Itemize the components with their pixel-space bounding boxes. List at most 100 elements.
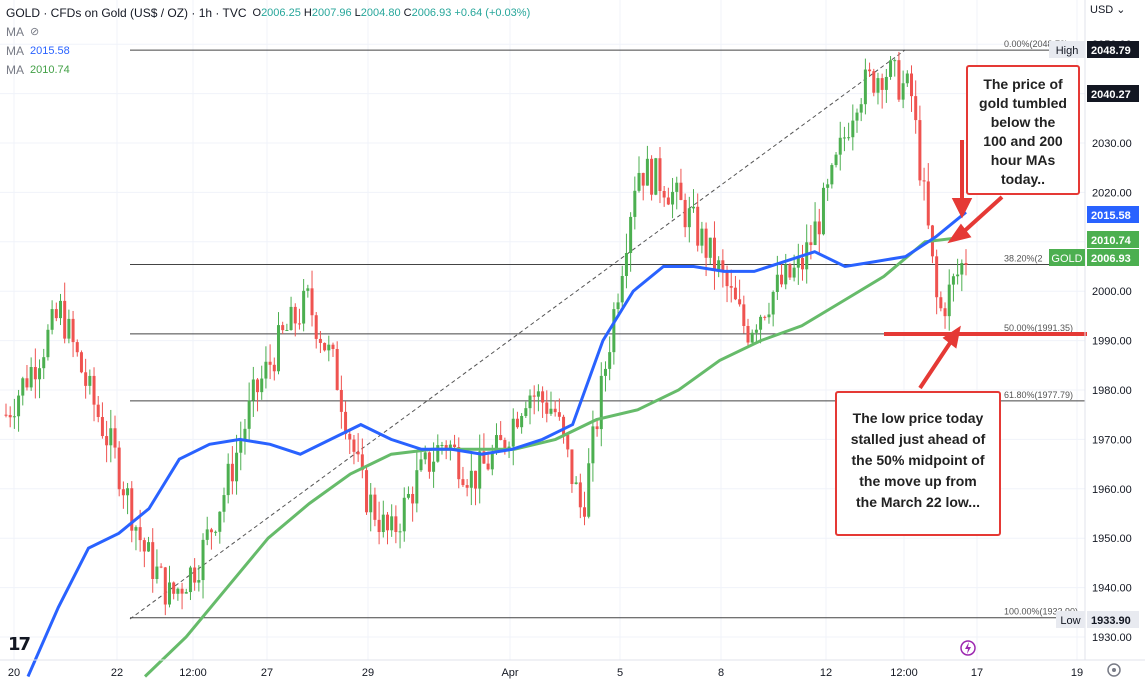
- ma-indicator-1[interactable]: MA: [6, 44, 24, 58]
- candle-body: [63, 300, 67, 339]
- candle-body: [629, 216, 633, 253]
- candle-body: [608, 352, 612, 369]
- candle-body: [834, 154, 838, 166]
- candle-body: [415, 470, 419, 504]
- candle-body: [188, 567, 192, 593]
- candle-body: [38, 368, 42, 380]
- price-axis[interactable]: 1930.00 1940.00 1950.00 1960.00 1970.00 1980.…: [1092, 39, 1132, 644]
- candle-body: [809, 242, 813, 246]
- candle-body: [767, 314, 771, 318]
- candle-body: [813, 221, 817, 246]
- candle-body: [641, 172, 645, 186]
- x-tick-label: Apr: [501, 667, 518, 679]
- svg-text:Low: Low: [1060, 615, 1080, 627]
- candle-body: [742, 304, 746, 326]
- candle-body: [440, 445, 444, 447]
- candle-body: [910, 73, 914, 97]
- candle-body: [637, 172, 641, 191]
- candle-body: [528, 395, 532, 409]
- candle-body: [612, 309, 616, 353]
- ohlc-readout: O2006.25 H2007.96 L2004.80 C2006.93 +0.6…: [252, 7, 531, 19]
- candle-body: [205, 529, 209, 540]
- candle-body: [826, 184, 830, 188]
- price-tag: 2010.74: [1087, 231, 1139, 248]
- y-tick-label: 1930.00: [1092, 632, 1132, 644]
- price-tag: High 2048.79: [1049, 41, 1139, 58]
- settings-icon[interactable]: [1107, 663, 1121, 677]
- candle-body: [486, 463, 490, 470]
- candle-body: [788, 264, 792, 278]
- candle-body: [42, 357, 46, 369]
- candle-body: [369, 494, 373, 513]
- candle-body: [666, 197, 670, 205]
- candle-body: [482, 451, 486, 464]
- svg-text:2048.79: 2048.79: [1091, 45, 1131, 57]
- symbol-title[interactable]: GOLD · CFDs on Gold (US$ / OZ) · 1h · TV…: [6, 6, 247, 20]
- candle-body: [754, 329, 758, 333]
- candle-body: [733, 287, 737, 300]
- candle-body: [50, 309, 54, 330]
- eye-off-icon[interactable]: ⊘: [30, 26, 40, 38]
- candle-body: [84, 372, 88, 386]
- candle-body: [113, 428, 117, 448]
- candle-body: [746, 325, 750, 343]
- candle-body: [696, 206, 700, 246]
- candle-body: [453, 444, 457, 448]
- candle-body: [71, 318, 75, 343]
- candle-body: [553, 408, 557, 413]
- candle-body: [29, 367, 33, 388]
- fib-levels: 0.00%(2048.79) 38.20%(2 50.00%(1991.35) 61.…: [130, 39, 1085, 619]
- candle-body: [318, 338, 322, 343]
- y-tick-label: 1990.00: [1092, 336, 1132, 348]
- candle-body: [863, 69, 867, 105]
- flash-icon[interactable]: [960, 640, 976, 656]
- candle-body: [880, 78, 884, 90]
- currency-selector[interactable]: USD ⌄: [1090, 4, 1126, 16]
- candle-body: [918, 120, 922, 181]
- candle-body: [872, 71, 876, 93]
- candle-body: [427, 452, 431, 472]
- time-axis[interactable]: 20 22 12:00 27 29 Apr 5 8 12 12:00 17 19: [8, 667, 1083, 679]
- candle-body: [792, 267, 796, 278]
- candle-body: [419, 459, 423, 471]
- candle-body: [738, 299, 742, 305]
- candle-body: [436, 445, 440, 462]
- candle-body: [394, 516, 398, 533]
- candle-body: [889, 60, 893, 77]
- candle-body: [784, 264, 788, 285]
- ma-indicator-0[interactable]: MA: [6, 25, 24, 39]
- candle-body: [574, 482, 578, 484]
- ma-indicator-2[interactable]: MA: [6, 63, 24, 77]
- candle-body: [884, 76, 888, 90]
- candle-body: [423, 452, 427, 460]
- candle-body: [448, 444, 452, 449]
- candle-body: [281, 325, 285, 331]
- candle-body: [821, 187, 825, 235]
- candle-body: [855, 112, 859, 121]
- candle-body: [331, 344, 335, 349]
- svg-text:2010.74: 2010.74: [1091, 235, 1132, 247]
- candle-body: [33, 367, 37, 380]
- candle-body: [591, 426, 595, 464]
- candle-body: [624, 252, 628, 276]
- candle-body: [951, 276, 955, 285]
- candle-body: [461, 479, 465, 486]
- candle-body: [876, 78, 880, 93]
- price-tag: 2040.27: [1087, 85, 1139, 102]
- x-tick-label: 27: [261, 667, 273, 679]
- candle-body: [260, 378, 264, 393]
- y-tick-label: 1940.00: [1092, 583, 1132, 595]
- candle-body: [587, 463, 591, 517]
- candle-body: [507, 446, 511, 449]
- svg-text:High: High: [1056, 45, 1079, 57]
- candle-body: [700, 228, 704, 246]
- candle-body: [121, 489, 125, 496]
- svg-text:GOLD: GOLD: [1051, 253, 1082, 265]
- candle-body: [771, 291, 775, 315]
- candle-body: [197, 580, 201, 583]
- candle-body: [302, 290, 306, 324]
- candle-body: [75, 342, 79, 353]
- candle-body: [264, 361, 268, 379]
- x-tick-label: 5: [617, 667, 623, 679]
